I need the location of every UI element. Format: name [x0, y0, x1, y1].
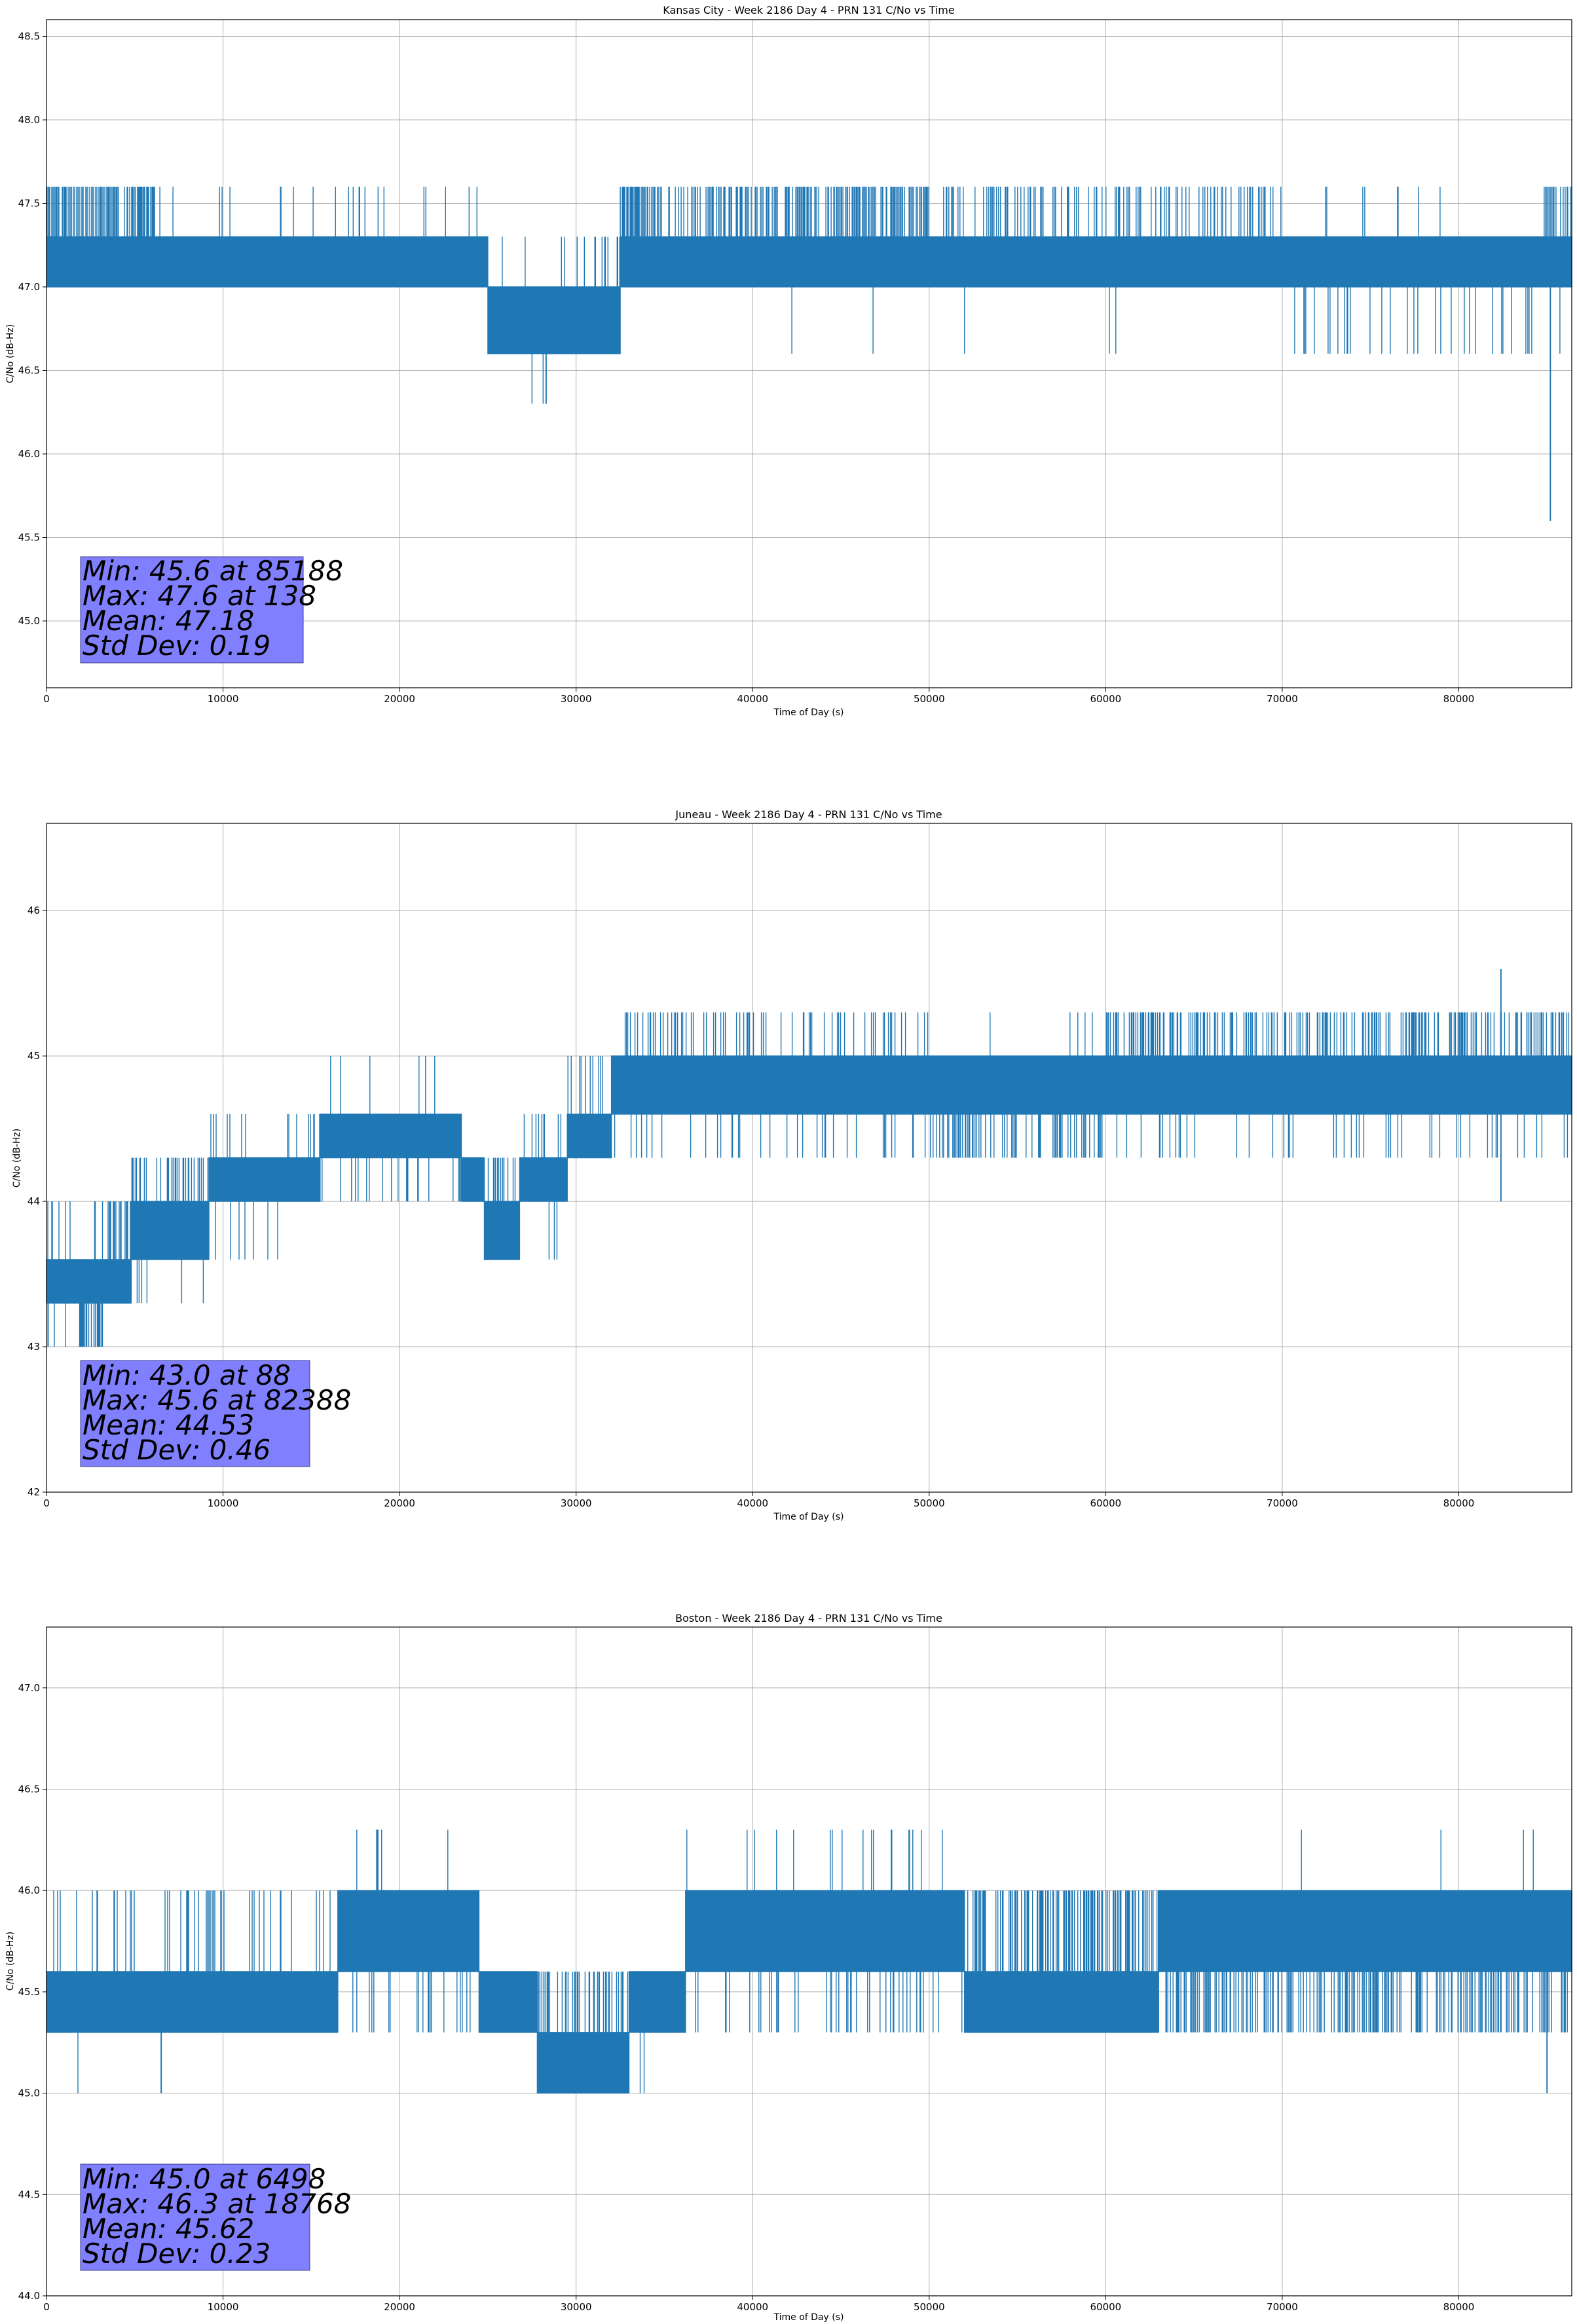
stats-max: Max: 47.6 at 138: [83, 580, 316, 612]
y-tick-label: 44.0: [18, 2290, 40, 2302]
cno-trace: [46, 1012, 1572, 1347]
x-tick-label: 40000: [737, 693, 768, 705]
y-tick-label: 48.0: [18, 114, 40, 126]
chart-title: Boston - Week 2186 Day 4 - PRN 131 C/No …: [675, 1612, 942, 1624]
y-tick-label: 45.0: [18, 2088, 40, 2099]
stats-std-dev: Std Dev: 0.23: [83, 2238, 270, 2270]
x-tick-label: 70000: [1267, 693, 1298, 705]
x-tick-label: 10000: [208, 693, 239, 705]
axis-ticks: 0 10000 20000 30000 40000 50000 60000 70000 8000…: [18, 31, 1475, 705]
y-tick-label: 45: [28, 1050, 40, 1062]
y-tick-label: 47.0: [18, 281, 40, 293]
y-tick-label: 44: [28, 1195, 40, 1207]
stats-mean: Mean: 47.18: [83, 605, 254, 637]
stats-min: Min: 43.0 at 88: [83, 1359, 291, 1391]
x-axis-label: Time of Day (s): [773, 707, 844, 718]
x-tick-label: 80000: [1443, 2301, 1475, 2313]
stats-min: Min: 45.0 at 6498: [83, 2163, 325, 2195]
y-tick-label: 46.5: [18, 1784, 40, 1795]
stats-mean: Mean: 44.53: [83, 1409, 254, 1441]
stats-min: Min: 45.6 at 85188: [83, 555, 343, 587]
x-tick-label: 30000: [561, 2301, 592, 2313]
stats-box: Min: 45.0 at 6498 Max: 46.3 at 18768 Mea…: [80, 2163, 351, 2271]
stats-mean: Mean: 45.62: [83, 2213, 254, 2245]
x-axis-label: Time of Day (s): [773, 2312, 844, 2323]
chart-kansas-city: Kansas City - Week 2186 Day 4 - PRN 131 …: [5, 4, 1572, 718]
stats-box-background: [80, 2164, 310, 2271]
stats-std-dev: Std Dev: 0.46: [83, 1434, 270, 1466]
cno-series: [46, 1829, 1572, 2094]
y-axis-label: C/No (dB-Hz): [5, 324, 16, 383]
plot-frame: [46, 19, 1572, 688]
x-tick-label: 80000: [1443, 693, 1475, 705]
stats-max: Max: 45.6 at 82388: [83, 1384, 351, 1416]
y-tick-label: 42: [28, 1486, 40, 1498]
x-tick-label: 60000: [1090, 1497, 1122, 1509]
cno-trace: [46, 187, 1572, 404]
x-tick-label: 60000: [1090, 693, 1122, 705]
y-tick-label: 46.5: [18, 365, 40, 377]
y-tick-label: 45.0: [18, 615, 40, 627]
y-tick-label: 45.5: [18, 1986, 40, 1998]
y-tick-label: 45.5: [18, 532, 40, 544]
axis-ticks: 0 10000 20000 30000 40000 50000 60000 70000 8000…: [18, 1682, 1475, 2313]
y-axis-label: C/No (dB-Hz): [5, 1932, 16, 1991]
x-tick-label: 40000: [737, 2301, 768, 2313]
y-tick-label: 47.5: [18, 198, 40, 210]
y-tick-label: 44.5: [18, 2188, 40, 2200]
x-tick-label: 40000: [737, 1497, 768, 1509]
cno-series: [46, 187, 1572, 521]
stats-box-background: [80, 1360, 310, 1467]
stats-max: Max: 46.3 at 18768: [83, 2188, 351, 2220]
cno-series: [46, 968, 1572, 1347]
chart-title: Kansas City - Week 2186 Day 4 - PRN 131 …: [663, 4, 954, 16]
x-tick-label: 50000: [914, 2301, 945, 2313]
plot-frame: [46, 823, 1572, 1493]
x-tick-label: 20000: [384, 2301, 415, 2313]
stats-box-background: [80, 556, 304, 664]
y-tick-label: 46.0: [18, 448, 40, 460]
x-tick-label: 80000: [1443, 1497, 1475, 1509]
stats-std-dev: Std Dev: 0.19: [83, 629, 270, 662]
x-tick-label: 70000: [1267, 2301, 1298, 2313]
y-tick-label: 47.0: [18, 1682, 40, 1694]
x-tick-label: 20000: [384, 693, 415, 705]
plot-frame: [46, 1626, 1572, 2296]
x-tick-label: 70000: [1267, 1497, 1298, 1509]
x-tick-label: 60000: [1090, 2301, 1122, 2313]
x-tick-label: 0: [43, 1497, 50, 1509]
y-tick-label: 46: [28, 905, 40, 916]
x-tick-label: 0: [43, 2301, 50, 2313]
chart-title: Juneau - Week 2186 Day 4 - PRN 131 C/No …: [675, 808, 942, 821]
stats-box: Min: 45.6 at 85188 Max: 47.6 at 138 Mean…: [80, 555, 343, 664]
x-tick-label: 50000: [914, 693, 945, 705]
cno-trace: [46, 1829, 1572, 2094]
chart-juneau: Juneau - Week 2186 Day 4 - PRN 131 C/No …: [12, 808, 1572, 1522]
x-tick-label: 10000: [208, 1497, 239, 1509]
y-tick-label: 43: [28, 1341, 40, 1353]
stats-box: Min: 43.0 at 88 Max: 45.6 at 82388 Mean:…: [80, 1359, 351, 1467]
x-tick-label: 50000: [914, 1497, 945, 1509]
x-tick-label: 0: [43, 693, 50, 705]
y-tick-label: 46.0: [18, 1884, 40, 1896]
chart-boston: Boston - Week 2186 Day 4 - PRN 131 C/No …: [5, 1612, 1572, 2323]
x-axis-label: Time of Day (s): [773, 1512, 844, 1522]
y-tick-label: 48.5: [18, 31, 40, 43]
x-tick-label: 20000: [384, 1497, 415, 1509]
x-tick-label: 10000: [208, 2301, 239, 2313]
y-axis-label: C/No (dB-Hz): [12, 1129, 22, 1188]
x-tick-label: 30000: [561, 693, 592, 705]
x-tick-label: 30000: [561, 1497, 592, 1509]
axis-ticks: 0 10000 20000 30000 40000 50000 60000 70000 8000…: [28, 905, 1474, 1509]
